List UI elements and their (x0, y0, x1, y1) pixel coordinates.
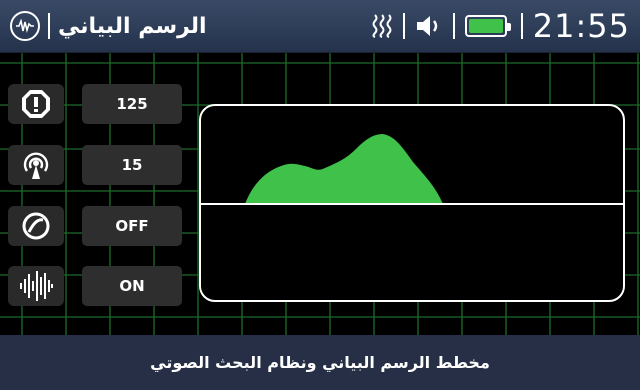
signal-bars-icon (372, 14, 392, 38)
status-separator (520, 13, 523, 39)
footer-caption: مخطط الرسم البياني ونظام البحث الصوتي (150, 353, 490, 372)
audio-wave-icon (20, 271, 53, 301)
loop-icon (22, 212, 50, 240)
antenna-icon (23, 152, 49, 179)
battery-icon (464, 15, 511, 37)
top-status-bar: الرسم البياني 21:55 (0, 0, 640, 53)
status-separator (402, 13, 405, 39)
status-separator (452, 13, 455, 39)
title-separator (48, 13, 50, 39)
setting-value-1[interactable]: 125 (82, 84, 182, 124)
loop-icon-button[interactable] (8, 206, 64, 246)
page-title: الرسم البياني (58, 13, 207, 39)
clock: 21:55 (532, 7, 630, 45)
signal-graph (201, 134, 623, 205)
battery-fill (468, 19, 503, 33)
setting-value-2[interactable]: 15 (82, 145, 182, 185)
octagon-alert-icon (22, 90, 50, 118)
speaker-icon[interactable] (415, 14, 443, 38)
footer-caption-bar: مخطط الرسم البياني ونظام البحث الصوتي (0, 335, 640, 390)
setting-value-4[interactable]: ON (82, 266, 182, 306)
signal-graph-panel (199, 104, 625, 302)
antenna-icon-button[interactable] (8, 145, 64, 185)
status-indicators: 21:55 (371, 6, 630, 46)
settings-icon-button[interactable] (8, 84, 64, 124)
app-title-group: الرسم البياني (10, 8, 207, 44)
setting-value-3[interactable]: OFF (82, 206, 182, 246)
signal-waveform (245, 134, 443, 204)
audio-wave-icon-button[interactable] (8, 266, 64, 306)
waveform-logo-icon (10, 11, 40, 41)
